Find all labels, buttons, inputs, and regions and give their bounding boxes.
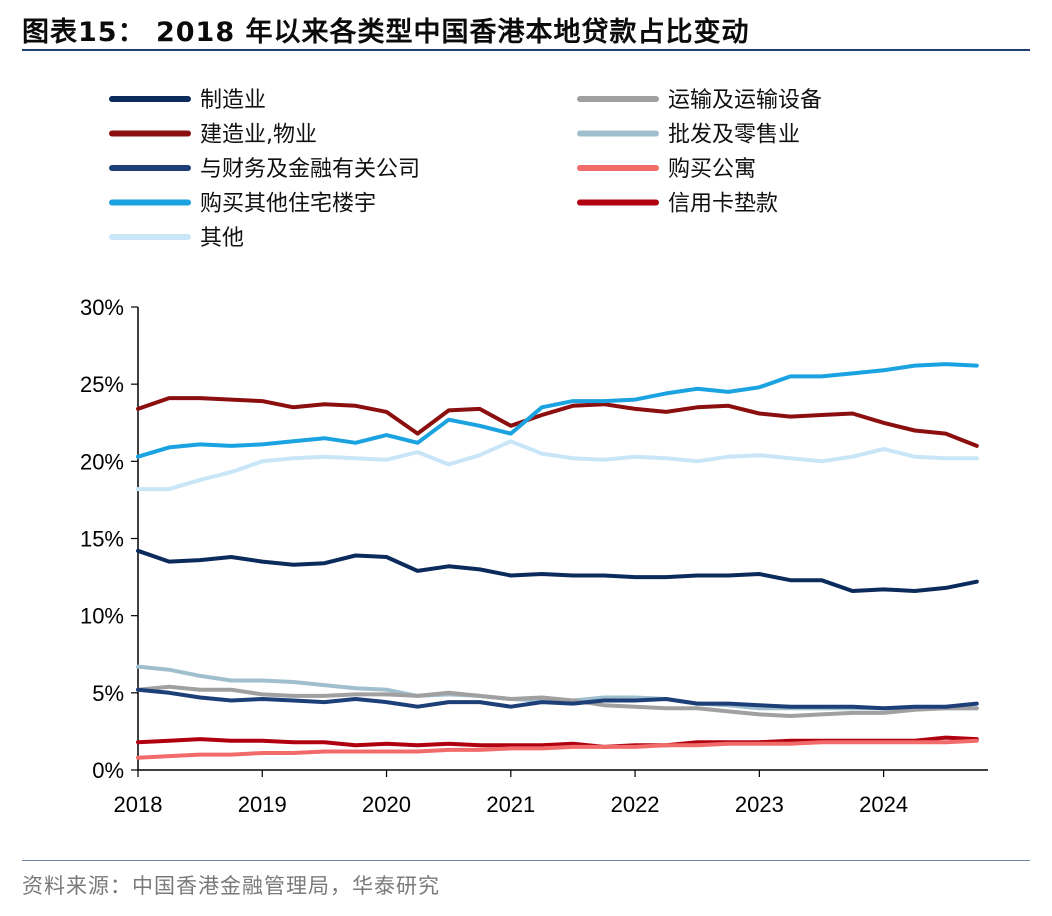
y-tick-label: 10% xyxy=(80,604,124,629)
chart-axes: 0% 5% 10% 15% 20% 25% 30% 2018 2019 2020 2021 2022 2… xyxy=(80,295,988,817)
series-line-2 xyxy=(136,684,979,718)
series-line-5 xyxy=(136,687,979,711)
x-tick-label: 2018 xyxy=(114,792,163,817)
series-line-6 xyxy=(136,738,979,760)
x-tick-label: 2022 xyxy=(611,792,660,817)
legend-label-5: 与财务及金融有关公司 xyxy=(200,157,420,182)
x-tick-label: 2021 xyxy=(486,792,535,817)
series-line-7 xyxy=(136,362,979,459)
series-line-1 xyxy=(136,548,979,593)
legend-label-2: 运输及运输设备 xyxy=(668,88,822,113)
chart-series-group xyxy=(136,362,979,760)
y-tick-label: 0% xyxy=(92,758,124,783)
title-divider xyxy=(22,49,1030,51)
legend-label-6: 购买公寓 xyxy=(668,157,756,182)
legend-label-9: 其他 xyxy=(200,226,244,251)
series-line-9 xyxy=(136,439,979,492)
x-tick-label: 2020 xyxy=(362,792,411,817)
x-tick-label: 2023 xyxy=(735,792,784,817)
y-tick-label: 15% xyxy=(80,527,124,552)
legend-label-8: 信用卡垫款 xyxy=(668,192,778,217)
legend-label-3: 建造业,物业 xyxy=(200,123,317,148)
y-tick-label: 5% xyxy=(92,681,124,706)
y-tick-label: 30% xyxy=(80,295,124,320)
series-line-3 xyxy=(136,396,979,448)
footer-divider xyxy=(22,860,1030,861)
x-tick-label: 2024 xyxy=(859,792,908,817)
legend-label-7: 购买其他住宅楼宇 xyxy=(200,192,376,217)
x-tick-label: 2019 xyxy=(238,792,287,817)
y-tick-label: 25% xyxy=(80,372,124,397)
legend-label-4: 批发及零售业 xyxy=(668,123,800,148)
chart-title: 图表15： 2018 年以来各类型中国香港本地贷款占比变动 xyxy=(22,17,750,48)
chart-source: 资料来源：中国香港金融管理局，华泰研究 xyxy=(22,874,440,898)
legend-label-1: 制造业 xyxy=(200,88,266,113)
y-tick-label: 20% xyxy=(80,449,124,474)
